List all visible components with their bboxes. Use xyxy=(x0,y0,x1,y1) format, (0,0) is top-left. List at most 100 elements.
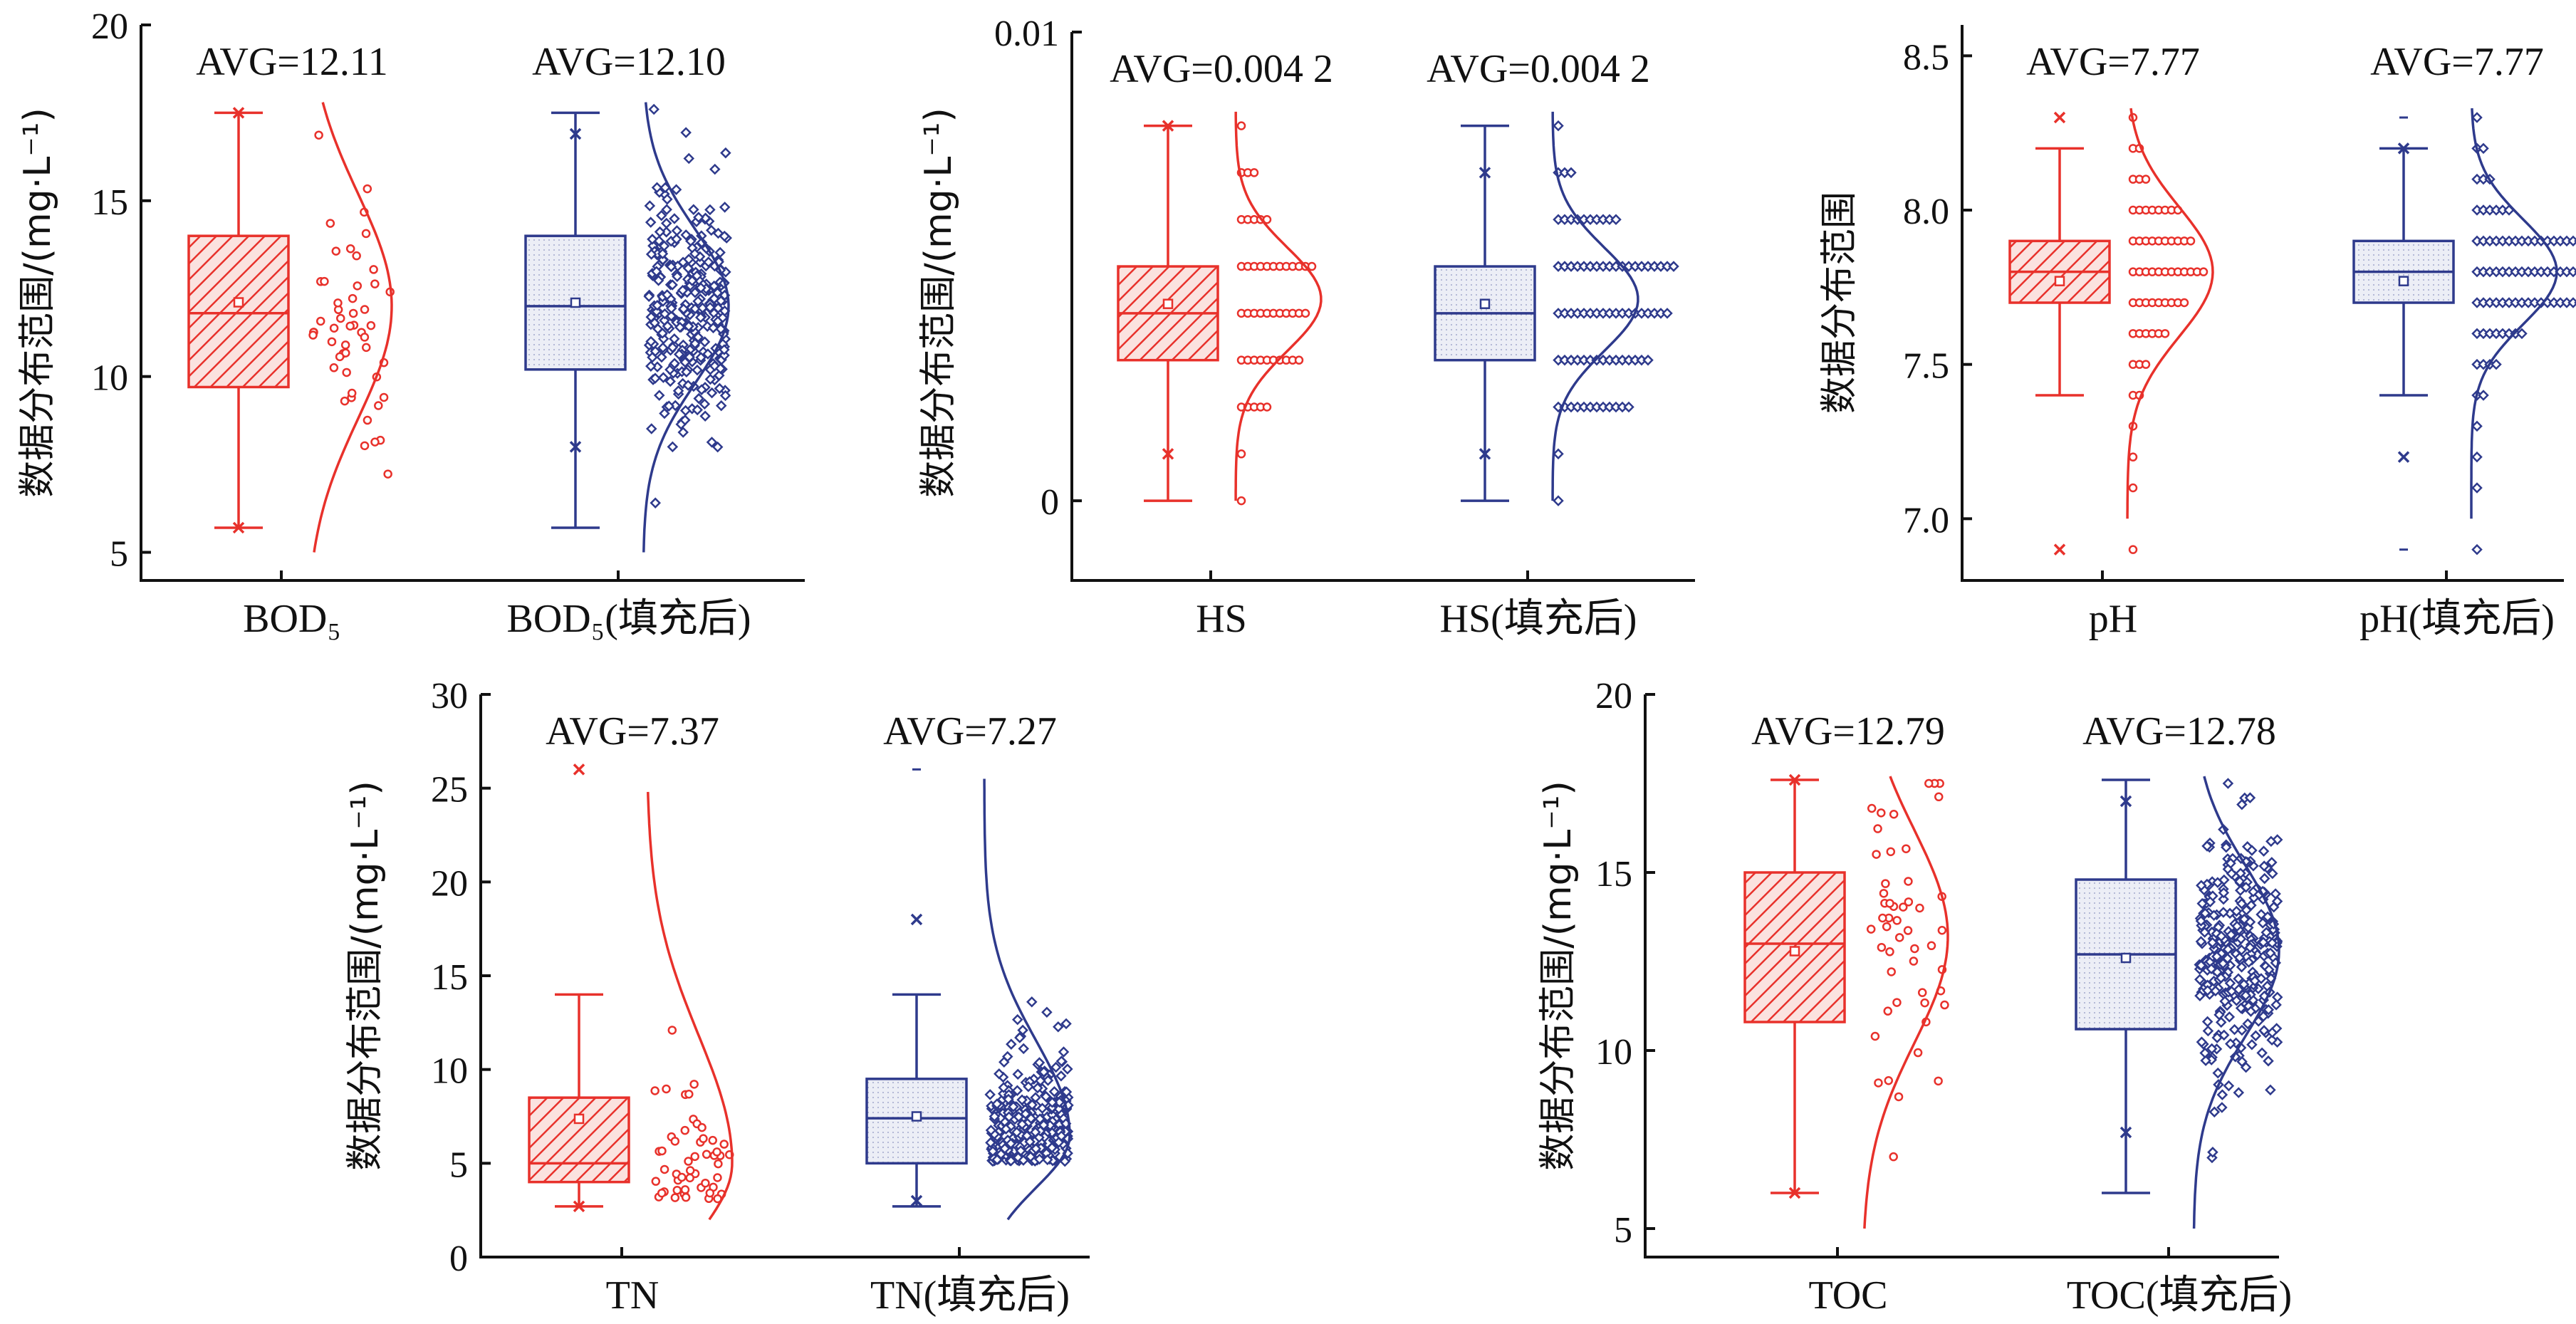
raw-data-point xyxy=(363,415,372,425)
filled-data-point xyxy=(667,279,678,291)
filled-data-point xyxy=(687,275,698,286)
average-label: AVG=12.10 xyxy=(532,40,726,84)
filled-data-point xyxy=(657,372,669,383)
raw-data-point xyxy=(1887,967,1896,976)
filled-data-point xyxy=(1033,1057,1045,1068)
filled-data-point xyxy=(659,407,670,419)
filled-data-point xyxy=(682,262,694,274)
box-mean-marker xyxy=(2398,276,2409,286)
raw-data-point xyxy=(1262,402,1272,412)
raw-data-point xyxy=(1937,925,1947,935)
y-tick-label: 0 xyxy=(1041,482,1059,523)
raw-data-point xyxy=(348,293,358,303)
raw-data-point xyxy=(1236,496,1246,506)
filled-data-point xyxy=(1610,214,1622,226)
extreme-marker xyxy=(2397,451,2410,463)
filled-data-point xyxy=(660,217,672,229)
filled-data-point xyxy=(2268,901,2280,913)
density-curve xyxy=(983,778,1071,1221)
filled-data-point xyxy=(695,352,707,363)
filled-data-point xyxy=(706,437,718,448)
extreme-marker xyxy=(2053,543,2066,556)
raw-data-point xyxy=(1872,850,1881,859)
filled-data-point xyxy=(695,282,706,293)
filled-data-point xyxy=(645,217,657,228)
filled-data-point xyxy=(671,225,683,236)
box-whisker xyxy=(2379,147,2428,397)
extreme-marker xyxy=(1788,773,1801,786)
filled-data-point xyxy=(674,321,686,333)
filled-data-point xyxy=(1003,1111,1015,1122)
raw-data-point xyxy=(1874,1078,1883,1088)
filled-data-point xyxy=(989,1110,1001,1122)
raw-data-point xyxy=(1307,261,1317,271)
filled-data-point xyxy=(689,248,701,259)
raw-data-point xyxy=(684,1157,693,1166)
y-axis-label: 数据分布范围/(mg·L⁻¹) xyxy=(917,108,960,498)
raw-data-point xyxy=(1924,778,1934,788)
filled-data-point xyxy=(1553,120,1564,132)
filled-data-point xyxy=(714,363,726,375)
filled-data-point xyxy=(1018,1043,1029,1055)
filled-data-point xyxy=(2218,907,2229,918)
extreme-marker xyxy=(232,107,245,119)
raw-data-point xyxy=(702,1150,711,1159)
filled-data-point xyxy=(682,380,694,391)
filled-data-point xyxy=(657,248,669,259)
raw-data-point xyxy=(672,1185,682,1195)
box-whisker xyxy=(1144,124,1192,502)
filled-data-point xyxy=(2266,937,2278,949)
extreme-marker xyxy=(232,521,245,534)
raw-data-point xyxy=(363,184,372,194)
density-curve xyxy=(1551,111,1639,501)
raw-data-point xyxy=(713,1173,722,1182)
filled-data-point xyxy=(1565,167,1577,179)
filled-data-point xyxy=(2228,1023,2241,1036)
filled-data-point xyxy=(2471,420,2483,432)
box-mean-marker xyxy=(911,1111,922,1122)
x-category-label: TN(填充后) xyxy=(870,1273,1070,1318)
raw-data-point xyxy=(1892,998,1902,1007)
filled-data-point xyxy=(679,415,691,426)
raw-data-point xyxy=(1236,449,1246,459)
chart-panel-4: 0 5 10 15 20 25 30 数据分布范围/(mg·L⁻¹) TN AVG=7.37 TN(… xyxy=(344,676,1090,1318)
filled-data-point xyxy=(2226,986,2238,997)
raw-data-point xyxy=(369,265,378,274)
filled-data-point xyxy=(657,342,669,354)
filled-data-point xyxy=(2196,897,2208,909)
filled-data-point xyxy=(699,398,711,410)
filled-data-point xyxy=(645,335,657,348)
filled-data-point xyxy=(662,194,673,205)
filled-data-point xyxy=(714,382,726,395)
filled-data-point xyxy=(2222,944,2234,955)
y-tick-label: 5 xyxy=(110,534,128,575)
raw-data-point xyxy=(1294,355,1304,365)
raw-data-point xyxy=(383,469,392,479)
raw-data-point xyxy=(1867,803,1877,813)
y-tick-label: 15 xyxy=(91,182,128,223)
raw-data-point xyxy=(360,305,370,314)
raw-data-point xyxy=(689,1080,699,1089)
filled-data-point xyxy=(2236,798,2248,810)
filled-data-point xyxy=(2243,956,2255,968)
series-filled: HS(填充后) AVG=0.004 2 xyxy=(1427,47,1679,641)
raw-data-point xyxy=(316,316,325,326)
filled-data-point xyxy=(663,400,675,412)
y-tick-label: 0.01 xyxy=(994,14,1059,54)
filled-data-point xyxy=(2240,989,2252,1001)
raw-data-point xyxy=(345,321,355,331)
box-mean-marker xyxy=(573,1113,585,1125)
raw-data-point xyxy=(1913,1048,1923,1058)
filled-data-point xyxy=(2207,1147,2218,1158)
filled-data-point xyxy=(2223,1011,2236,1023)
filled-data-point xyxy=(707,322,719,334)
filled-data-point xyxy=(2244,916,2256,928)
x-category-label: pH(填充后) xyxy=(2359,597,2555,641)
filled-data-point xyxy=(2226,867,2238,880)
y-axis-label: 数据分布范围/(mg·L⁻¹) xyxy=(344,781,387,1171)
raw-data-point xyxy=(361,343,371,353)
filled-data-point xyxy=(2244,942,2256,954)
x-category-label: HS xyxy=(1196,597,1247,641)
filled-data-point xyxy=(2471,543,2483,556)
chart-panel-3: 7.0 7.5 8.0 8.5 数据分布范围 pH AVG=7.77 pH(填充后) AVG=7… xyxy=(1818,25,2576,641)
